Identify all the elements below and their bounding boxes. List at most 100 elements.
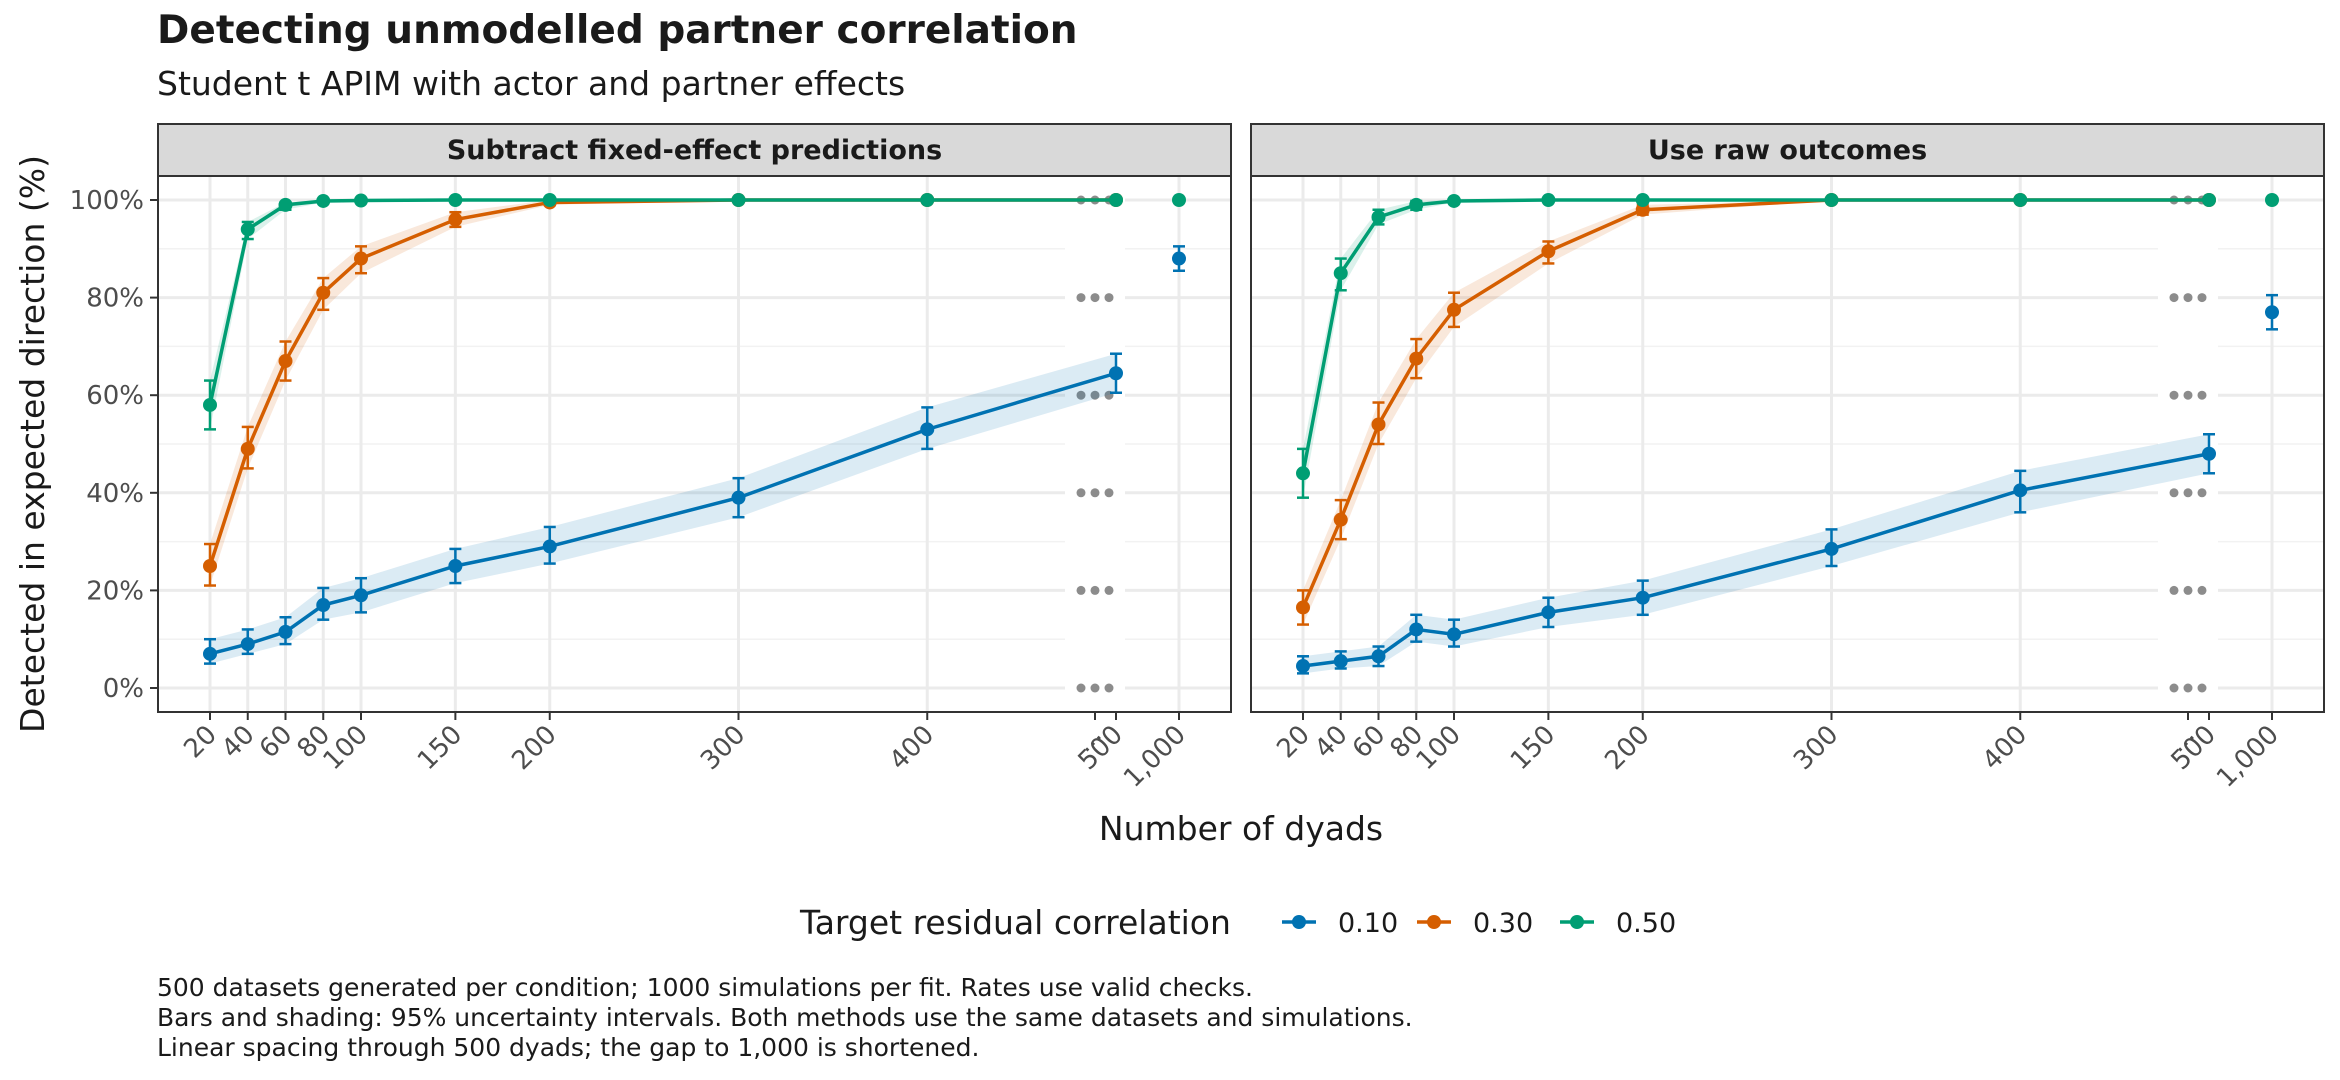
data-point [1635,193,1650,207]
y-tick-label: 100% [70,186,144,216]
data-point [1635,202,1650,217]
x-tick-label: 200 [506,720,562,776]
data-point [1109,366,1123,381]
uncertainty-ribbon [1303,434,2209,674]
data-point-1000 [1172,193,1186,207]
chart-title: Detecting unmodelled partner correlation [157,8,1078,53]
data-point [2013,193,2028,207]
axis-break-dot [2183,390,2193,400]
data-point [354,193,368,208]
data-point [316,285,331,300]
caption-line-2: Bars and shading: 95% uncertainty interv… [157,1003,1413,1032]
data-point [542,539,557,554]
x-tick-label: 100 [318,720,374,776]
data-point [1333,266,1348,281]
x-tick-label: 1,000 [2211,720,2285,794]
series-line [209,371,1117,656]
data-point [1333,512,1348,527]
data-point [1447,302,1461,317]
data-point [316,193,331,208]
x-tick-label: 300 [1788,720,1844,776]
axis-break-dot [2169,585,2179,595]
series-line [1302,452,2210,668]
axis-break-dot [2169,390,2179,400]
axis-break-dot [1090,390,1100,400]
axis-break-dot [2183,293,2193,303]
x-tick-label: 1,000 [1118,720,1192,794]
data-point [1409,622,1424,637]
axis-break-dot [2197,293,2207,303]
x-tick-label: 150 [1505,720,1561,776]
data-point [203,397,217,412]
x-tick-label: 400 [884,720,940,776]
facet-strip [1250,123,2325,177]
data-point [2202,446,2216,461]
axis-break-dot [2197,488,2207,498]
legend-title: Target residual correlation [799,903,1231,942]
data-point [1541,244,1556,259]
data-point [278,624,293,639]
data-point [448,193,463,207]
x-tick-label: 400 [1977,720,2033,776]
legend-label: 0.30 [1473,908,1533,939]
data-point [448,212,463,227]
data-point [240,637,255,652]
axis-break-dot [1076,585,1086,595]
axis-break-dot [1104,585,1114,595]
data-point [1109,193,1123,207]
data-point [1541,193,1556,207]
axis-break-dot [1090,585,1100,595]
data-point-1000 [2265,305,2279,320]
data-point [1824,193,1839,207]
data-point [354,251,368,266]
axis-break-dot [1076,488,1086,498]
axis-break-dot [1076,390,1086,400]
data-point [1371,649,1386,664]
data-point [278,197,293,212]
legend-label: 0.10 [1338,908,1398,939]
x-tick-label: 150 [412,720,468,776]
data-point [2202,193,2216,207]
data-point [1371,210,1386,225]
legend-label: 0.50 [1616,908,1676,939]
axis-break-dot [2183,683,2193,693]
panel-border [157,175,1232,713]
axis-break-dot [2183,585,2193,595]
data-point [448,559,463,573]
data-point [240,441,255,456]
y-tick-label: 60% [86,381,144,411]
data-point [1296,466,1310,481]
axis-break-dot [2197,390,2207,400]
data-point [731,193,746,207]
y-axis-title: Detected in expected direction (%) [13,155,52,733]
data-point [1409,197,1424,212]
x-axis-title: Number of dyads [1099,809,1383,848]
data-point [1296,600,1310,615]
uncertainty-ribbon [210,353,1116,664]
data-point [1541,605,1556,620]
data-point [1447,193,1461,208]
axis-break-dot [1104,293,1114,303]
data-point [1371,417,1386,432]
data-point [203,559,217,573]
axis-break-dot [2197,683,2207,693]
data-point [278,354,293,369]
x-tick-label: 100 [1411,720,1467,776]
data-point [203,646,217,661]
data-point [316,598,331,613]
facet-label: Subtract fixed-effect predictions [447,135,942,166]
axis-break-gap [1065,176,1125,712]
axis-break-dot [2169,488,2179,498]
data-point [920,193,935,207]
y-tick-label: 0% [103,674,144,704]
data-point-1000 [2265,193,2279,207]
axis-break-dot [2183,488,2193,498]
data-point [1296,659,1310,674]
series-line [208,198,1116,406]
axis-break-dot [1104,488,1114,498]
data-point-1000 [1172,251,1186,266]
data-point [920,422,935,437]
legend-key-point [1292,915,1306,929]
legend-key-point [1570,915,1584,929]
axis-break-dot [1090,293,1100,303]
